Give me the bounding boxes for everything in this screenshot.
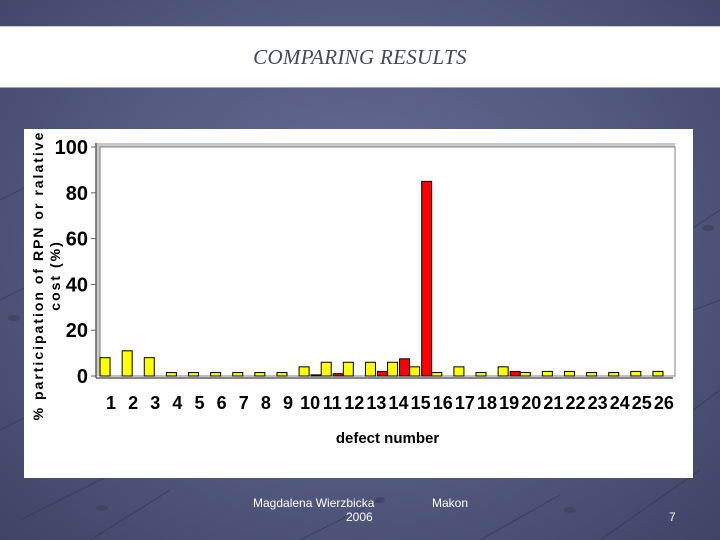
x-tick-label: 6 bbox=[217, 393, 227, 413]
bar-yellow bbox=[519, 372, 531, 377]
x-axis-label: defect number bbox=[336, 430, 440, 447]
x-tick-label: 14 bbox=[389, 393, 409, 413]
bar-yellow bbox=[453, 366, 465, 377]
x-tick-label: 2 bbox=[128, 393, 138, 413]
x-tick-label: 4 bbox=[172, 393, 182, 413]
x-tick-label: 20 bbox=[521, 393, 541, 413]
x-tick-label: 17 bbox=[455, 393, 475, 413]
bar-yellow bbox=[497, 366, 509, 377]
bar-red bbox=[376, 370, 388, 377]
x-tick-label: 5 bbox=[195, 393, 205, 413]
x-tick-label: 1 bbox=[106, 393, 116, 413]
x-tick-label: 3 bbox=[150, 393, 160, 413]
bar-yellow bbox=[276, 372, 288, 377]
x-tick-label: 9 bbox=[283, 393, 293, 413]
x-tick-label: 8 bbox=[261, 393, 271, 413]
x-tick-label: 12 bbox=[344, 393, 364, 413]
x-tick-label: 11 bbox=[323, 393, 342, 413]
bar-red bbox=[399, 358, 411, 377]
x-tick-label: 15 bbox=[411, 393, 431, 413]
plot-area bbox=[99, 146, 676, 377]
y-axis-label: % participation of RPN or ralativecost (… bbox=[30, 131, 63, 421]
x-tick-label: 18 bbox=[477, 393, 497, 413]
x-tick-label: 21 bbox=[543, 393, 563, 413]
bar-yellow bbox=[99, 357, 111, 377]
bar-red bbox=[310, 374, 322, 377]
footer-company: Makon bbox=[432, 496, 469, 510]
chart-panel: 0 20 40 60 80 100 1 2 3 4 5 6 7 8 9 10 11 12 13 14 15 16 17 18 1… bbox=[24, 129, 693, 478]
bar-yellow bbox=[320, 361, 332, 377]
bar-yellow bbox=[232, 372, 244, 377]
title-bar: COMPARING RESULTS bbox=[0, 26, 720, 88]
bar-yellow bbox=[608, 372, 620, 377]
bar-red bbox=[332, 373, 344, 377]
x-tick-label: 19 bbox=[499, 393, 519, 413]
bar-yellow bbox=[431, 372, 443, 377]
page-number: 7 bbox=[669, 510, 676, 524]
bar-yellow bbox=[563, 370, 575, 377]
slide-title: COMPARING RESULTS bbox=[253, 45, 467, 69]
footer-author: Magdalena Wierzbicka bbox=[253, 496, 375, 510]
bar-yellow bbox=[143, 357, 155, 377]
bar-yellow bbox=[652, 370, 664, 377]
y-tick-label: 100 bbox=[55, 137, 88, 159]
bar-yellow bbox=[630, 370, 642, 377]
bar-yellow bbox=[586, 372, 598, 377]
bar-yellow bbox=[298, 366, 310, 377]
bar-yellow bbox=[254, 372, 266, 377]
bar-yellow bbox=[409, 366, 421, 377]
x-tick-label: 23 bbox=[588, 393, 608, 413]
bar-yellow bbox=[541, 370, 553, 377]
footer-year: 2006 bbox=[346, 510, 373, 524]
bar-yellow bbox=[121, 350, 133, 377]
x-tick-label: 25 bbox=[632, 393, 652, 413]
y-tick-label: 20 bbox=[66, 320, 88, 342]
x-tick-label: 16 bbox=[433, 393, 453, 413]
bar-yellow bbox=[387, 361, 399, 377]
bar-yellow bbox=[165, 372, 177, 377]
x-tick-label: 10 bbox=[300, 393, 320, 413]
y-tick-label: 40 bbox=[66, 274, 88, 296]
bar-yellow bbox=[364, 361, 376, 377]
bar-yellow bbox=[210, 372, 222, 377]
bar-yellow bbox=[188, 372, 200, 377]
x-tick-label: 22 bbox=[565, 393, 585, 413]
bar-red bbox=[421, 180, 433, 377]
bar-yellow bbox=[475, 372, 487, 377]
y-tick-label: 60 bbox=[66, 229, 88, 251]
y-tick-label: 0 bbox=[77, 366, 88, 388]
bar-yellow bbox=[342, 361, 354, 377]
x-tick-label: 26 bbox=[654, 393, 674, 413]
x-tick-label: 7 bbox=[239, 393, 249, 413]
x-tick-label: 13 bbox=[366, 393, 386, 413]
x-tick-label: 24 bbox=[610, 393, 630, 413]
y-tick-label: 80 bbox=[66, 183, 88, 205]
bar-red bbox=[509, 370, 521, 377]
